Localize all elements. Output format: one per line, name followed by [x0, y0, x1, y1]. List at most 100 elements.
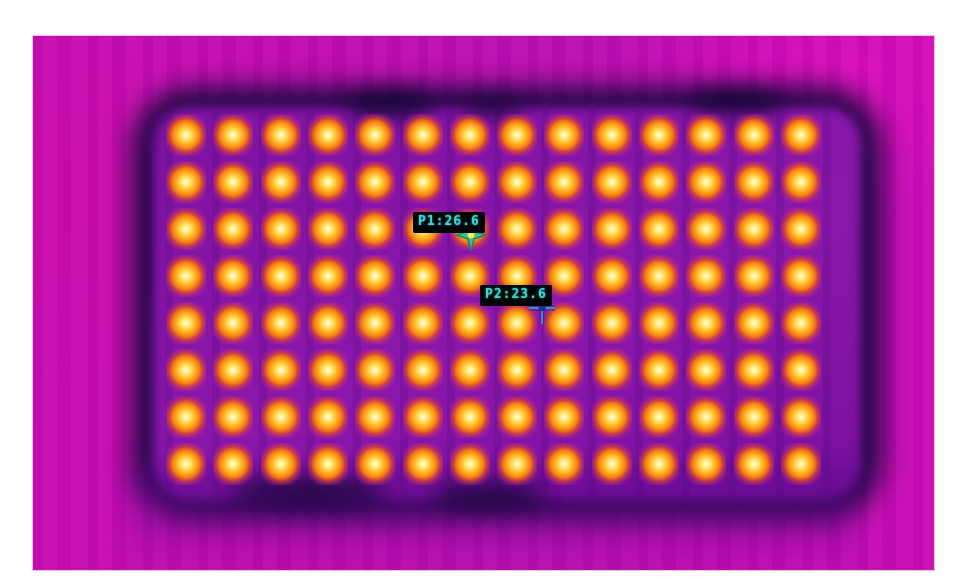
heat-spot [733, 208, 774, 250]
heat-spot [686, 302, 727, 344]
heat-spot [733, 443, 774, 485]
heat-spot [402, 443, 443, 485]
heat-spot [780, 208, 821, 250]
heat-spot [213, 349, 254, 391]
heat-spot [591, 208, 632, 250]
heat-spot [780, 161, 821, 203]
heat-spot [686, 443, 727, 485]
heat-spot [402, 302, 443, 344]
heat-spot [449, 443, 490, 485]
heat-spot [355, 114, 396, 156]
marker-p2-readout: P2:23.6 [480, 285, 552, 307]
heat-spot [402, 396, 443, 438]
heat-spot [733, 114, 774, 156]
heat-spot [591, 255, 632, 297]
heat-spot [497, 443, 538, 485]
heat-spot [355, 255, 396, 297]
heat-spot [260, 443, 301, 485]
heat-spot [402, 114, 443, 156]
heat-spot [449, 302, 490, 344]
heat-spot [686, 255, 727, 297]
heat-spot [355, 396, 396, 438]
heat-spot [497, 161, 538, 203]
heat-spot [355, 161, 396, 203]
heat-spot [591, 161, 632, 203]
heat-spot [449, 161, 490, 203]
heat-spot [780, 114, 821, 156]
heat-spot [166, 302, 206, 344]
heat-spot [166, 443, 206, 485]
heat-spot [355, 302, 396, 344]
heat-spot [449, 349, 490, 391]
heat-spot [260, 114, 301, 156]
heat-spot [355, 443, 396, 485]
heat-spot [544, 161, 585, 203]
plate-top-clip-shadow [461, 98, 523, 116]
heat-spot [355, 208, 396, 250]
heat-spot [544, 114, 585, 156]
heat-spot [686, 396, 727, 438]
heat-spot [639, 443, 679, 485]
heat-spot [307, 443, 348, 485]
heat-spot [355, 349, 396, 391]
heat-spot [639, 349, 679, 391]
heat-spot [591, 302, 632, 344]
heat-spot [733, 349, 774, 391]
heat-spot [639, 114, 679, 156]
heat-spot [402, 161, 443, 203]
heat-spot [639, 302, 679, 344]
heat-spot [307, 302, 348, 344]
plate-bottom-clip-shadow [228, 479, 388, 505]
heat-spot [449, 114, 490, 156]
heat-spot [497, 396, 538, 438]
heat-spot [780, 302, 821, 344]
heat-spot [260, 396, 301, 438]
heat-spot [497, 349, 538, 391]
plate-bottom-shadow [128, 466, 858, 570]
heat-spot [544, 349, 585, 391]
heat-spot [307, 208, 348, 250]
heat-spot [686, 114, 727, 156]
heat-spot [591, 349, 632, 391]
heat-spot [639, 255, 679, 297]
heat-spot [497, 114, 538, 156]
heat-spot [733, 255, 774, 297]
heat-spot [686, 349, 727, 391]
heat-spot [780, 255, 821, 297]
heat-spot [307, 255, 348, 297]
heat-spot [260, 255, 301, 297]
plate-bottom-clip-shadow [431, 484, 546, 508]
heat-spot [733, 302, 774, 344]
marker-p1-readout: P1:26.6 [413, 212, 485, 234]
plate-top-clip-shadow [345, 92, 435, 118]
heat-spot [780, 443, 821, 485]
heat-spot [544, 208, 585, 250]
heat-spot [166, 208, 206, 250]
heat-spot [780, 349, 821, 391]
heat-spot [166, 114, 206, 156]
thermal-image: P1:26.6 P2:23.6 [32, 35, 935, 571]
heat-spot [639, 208, 679, 250]
heat-spot [166, 255, 206, 297]
heat-spot [307, 349, 348, 391]
heat-spot [733, 161, 774, 203]
heat-spot [260, 349, 301, 391]
heat-spot [166, 349, 206, 391]
heat-spot [733, 396, 774, 438]
heat-spot [307, 114, 348, 156]
heat-spot [213, 114, 254, 156]
heat-spot [402, 255, 443, 297]
heat-spot [591, 114, 632, 156]
heat-spot [213, 302, 254, 344]
heat-spot [260, 302, 301, 344]
heat-spot [260, 208, 301, 250]
heat-spot [639, 161, 679, 203]
heat-spot [213, 255, 254, 297]
heat-spot [686, 161, 727, 203]
heat-spot [591, 396, 632, 438]
heat-spot [260, 161, 301, 203]
plate-top-clip-shadow [688, 90, 784, 114]
heat-spot [780, 396, 821, 438]
heat-spot [213, 161, 254, 203]
